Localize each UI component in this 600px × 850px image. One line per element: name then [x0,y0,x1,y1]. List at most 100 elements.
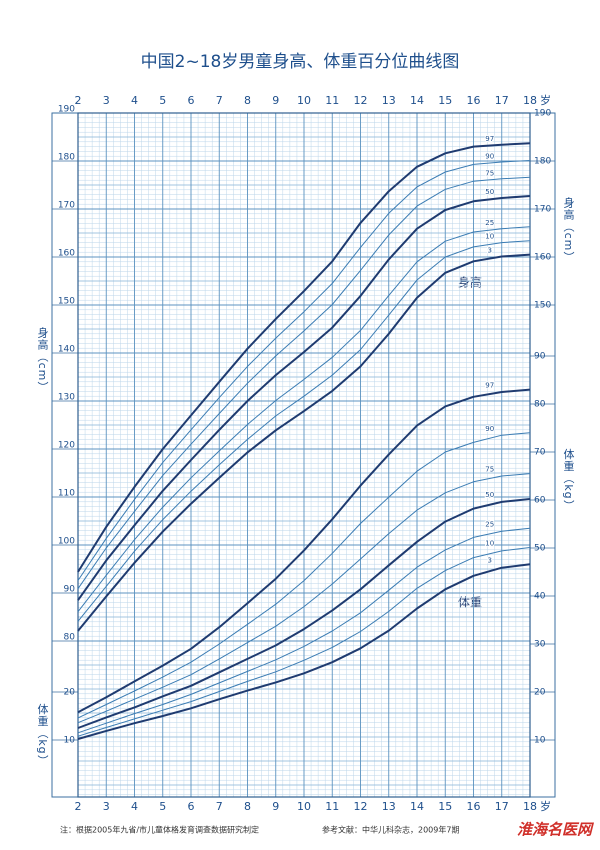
x-tick-label: 8 [244,94,251,107]
x-tick-label: 3 [103,94,110,107]
x-tick-label: 2 [75,800,82,813]
y-tick-label: 140 [58,345,75,355]
y2-tick-label: 20 [64,688,76,698]
y2-tick-label: 30 [534,640,546,650]
y-tick-label: 190 [58,105,75,115]
percentile-line [77,253,531,632]
x-tick-label: 15 [438,800,452,813]
x-tick-label: 13 [382,94,396,107]
percentile-line [77,547,531,737]
y-tick-label: 90 [64,585,76,595]
y2-tick-label: 90 [534,352,546,362]
x-tick-label: 7 [216,800,223,813]
y-tick-label: 170 [58,201,75,211]
x-unit: 岁 [540,93,551,107]
y-tick-label: 160 [58,249,75,259]
y-tick-label: 150 [58,297,75,307]
percentile-line [77,563,531,740]
y2-tick-label: 10 [64,736,76,746]
legend-label: 97 [485,135,494,143]
watermark: 淮海名医网 [517,821,595,839]
x-tick-label: 9 [272,800,279,813]
y2-tick-label: 20 [534,688,546,698]
legend-label: 90 [485,425,494,433]
x-tick-label: 14 [410,800,424,813]
y-tick-label: 130 [58,393,75,403]
legend-label: 25 [485,219,494,227]
x-tick-label: 18 [523,800,537,813]
legend-label: 10 [485,540,494,548]
percentile-line [77,473,531,724]
left-y2-label: 体重（kg） [36,702,49,767]
y2-tick-label: 50 [534,544,546,554]
legend-label: 25 [485,520,494,528]
percentile-line [77,176,531,589]
y2-tick-label: 70 [534,448,546,458]
x-unit: 岁 [540,799,551,813]
percentile-line [77,432,531,719]
x-tick-label: 11 [325,94,339,107]
y2-tick-label: 10 [534,736,546,746]
x-tick-label: 10 [297,800,311,813]
x-tick-label: 12 [354,800,368,813]
x-tick-label: 16 [467,800,481,813]
x-tick-label: 13 [382,800,396,813]
y-tick-label: 80 [64,633,76,643]
legend-label: 97 [485,382,494,390]
percentile-line [77,388,531,714]
right-y2-label: 体重（kg） [562,447,575,512]
annotation: 身高 [458,275,482,290]
legend-label: 50 [485,188,494,196]
percentile-line [77,527,531,734]
x-tick-label: 11 [325,800,339,813]
y-tick-label: 190 [534,109,551,119]
x-tick-label: 3 [103,800,110,813]
x-tick-label: 10 [297,94,311,107]
x-tick-label: 5 [159,94,166,107]
x-tick-label: 4 [131,94,138,107]
x-tick-label: 14 [410,94,424,107]
y-tick-label: 120 [58,441,75,451]
y2-tick-label: 60 [534,496,546,506]
y2-tick-label: 80 [534,400,546,410]
x-tick-label: 6 [188,800,195,813]
x-tick-label: 8 [244,800,251,813]
percentile-line [77,240,531,622]
x-tick-label: 4 [131,800,138,813]
note: 参考文献：中华儿科杂志，2009年7期 [322,825,459,835]
y-tick-label: 180 [534,157,551,167]
x-tick-label: 17 [495,94,509,107]
x-tick-label: 5 [159,800,166,813]
percentile-line [77,160,531,581]
x-tick-label: 6 [188,94,195,107]
left-y-label: 身高（cm） [36,325,49,393]
percentile-line [77,498,531,729]
x-tick-label: 18 [523,94,537,107]
y-tick-label: 170 [534,205,551,215]
x-tick-label: 15 [438,94,452,107]
chart-title: 中国2~18岁男童身高、体重百分位曲线图 [141,52,460,72]
note: 注：根据2005年九省/市儿童体格发育调查数据研究制定 [60,825,259,835]
y-tick-label: 160 [534,253,551,263]
percentile-line [77,195,531,601]
legend-label: 3 [488,247,492,255]
percentile-line [77,226,531,613]
y-tick-label: 110 [58,489,75,499]
legend-label: 75 [485,466,494,474]
x-tick-label: 12 [354,94,368,107]
legend-label: 75 [485,169,494,177]
y-tick-label: 100 [58,537,75,547]
right-y-label: 身高（cm） [562,195,575,263]
y-tick-label: 150 [534,301,551,311]
x-tick-label: 2 [75,94,82,107]
y2-tick-label: 40 [534,592,546,602]
percentile-line [77,142,531,573]
x-tick-label: 9 [272,94,279,107]
x-tick-label: 7 [216,94,223,107]
y-tick-label: 180 [58,153,75,163]
legend-label: 3 [488,556,492,564]
plot-frame [77,112,531,798]
legend-label: 50 [485,491,494,499]
x-tick-label: 16 [467,94,481,107]
